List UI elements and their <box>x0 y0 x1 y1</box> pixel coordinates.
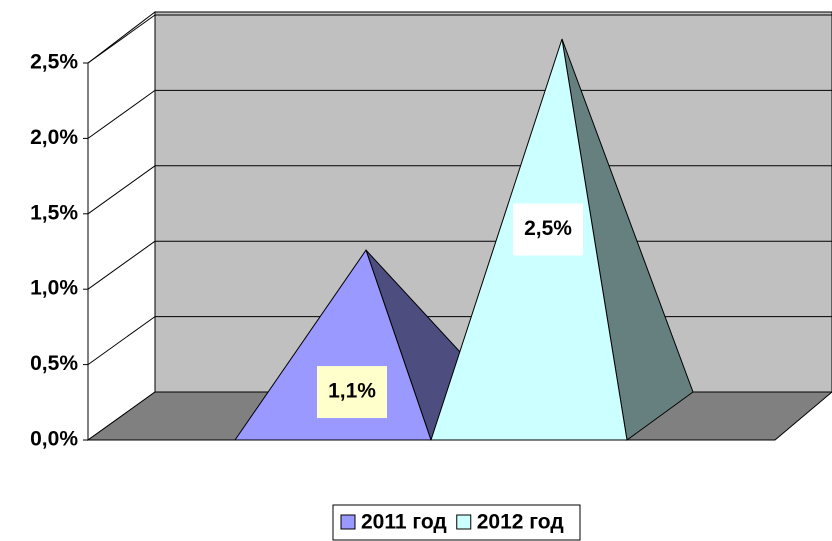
legend-swatch <box>456 514 472 530</box>
y-tick-label: 1,5% <box>30 201 78 224</box>
y-tick-label: 0,5% <box>30 352 78 375</box>
grid-line <box>87 14 156 64</box>
data-label: 2,5% <box>524 217 572 240</box>
y-tick-label: 1,0% <box>30 277 78 300</box>
grid-line <box>87 89 156 139</box>
y-tick-label: 0,0% <box>30 428 78 451</box>
data-label-bg <box>513 203 583 256</box>
legend-label: 2012 год <box>477 511 564 534</box>
y-tick-label: 2,0% <box>30 126 78 149</box>
back-wall <box>154 11 832 393</box>
y-tick-label: 2,5% <box>30 51 78 74</box>
legend-label: 2011 год <box>361 511 447 534</box>
grid-line <box>87 165 156 215</box>
data-label-bg <box>317 366 387 419</box>
data-label: 1,1% <box>328 380 376 403</box>
grid-line <box>87 316 156 366</box>
grid-line <box>87 240 156 290</box>
legend-swatch <box>340 514 356 530</box>
side-wall <box>87 10 156 441</box>
